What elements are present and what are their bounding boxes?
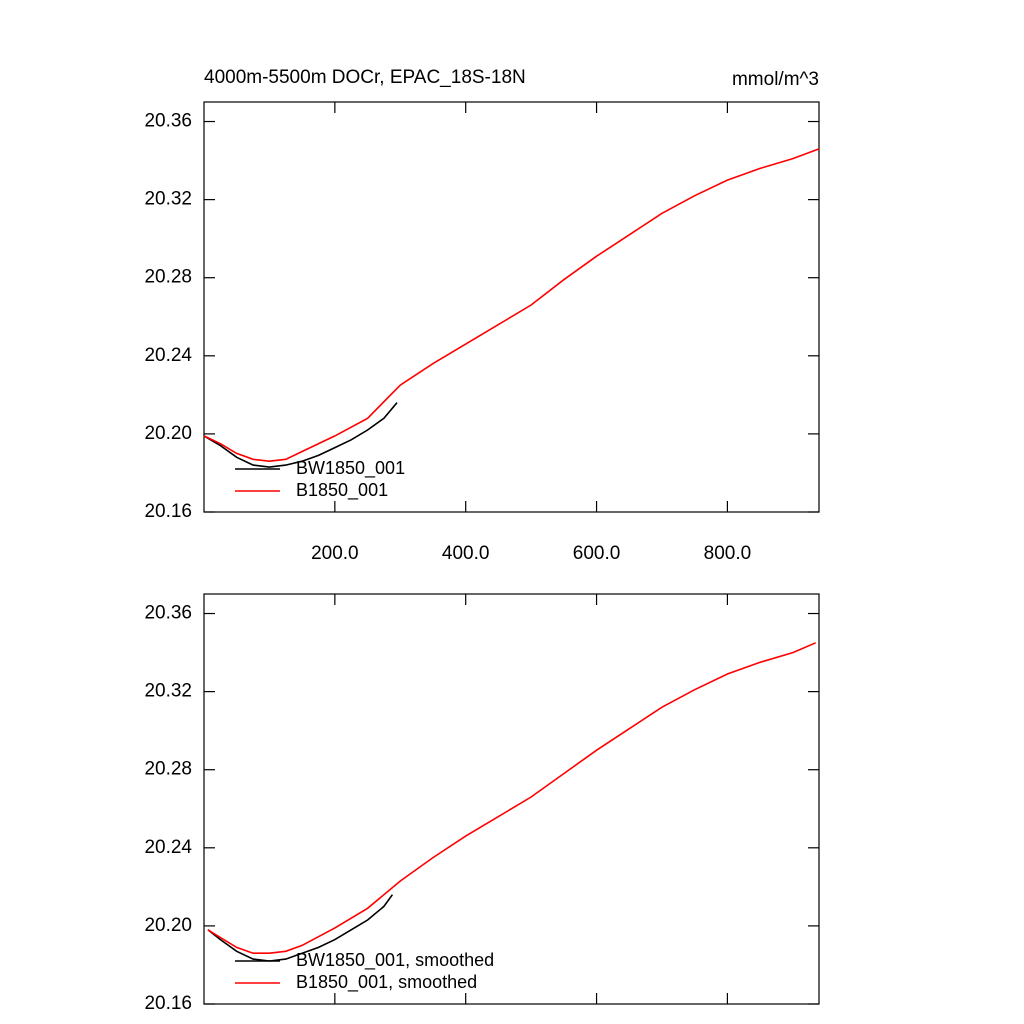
plot-frame (203, 593, 820, 1005)
y-tick-label: 20.28 (144, 267, 192, 288)
chart-title: 4000m-5500m DOCr, EPAC_18S-18N (204, 67, 526, 88)
y-tick-label: 20.24 (144, 837, 192, 858)
y-tick-label: 20.32 (144, 681, 192, 702)
y-tick-label: 20.36 (144, 111, 192, 132)
y-tick-label: 20.28 (144, 759, 192, 780)
legend-label: BW1850_001, smoothed (296, 950, 494, 971)
series-line (207, 642, 817, 954)
series-line (203, 148, 820, 463)
plot-frame (203, 101, 820, 513)
y-tick-label: 20.36 (144, 603, 192, 624)
legend-label: B1850_001, smoothed (296, 972, 477, 993)
y-tick-label: 20.32 (144, 189, 192, 210)
x-tick-label: 800.0 (704, 543, 752, 564)
series-line (207, 894, 394, 962)
x-tick-label: 200.0 (311, 543, 359, 564)
units-label: mmol/m^3 (732, 69, 819, 90)
legend-label: BW1850_001 (296, 458, 405, 479)
y-tick-label: 20.20 (144, 915, 192, 936)
x-tick-label: 400.0 (442, 543, 490, 564)
x-tick-label: 600.0 (573, 543, 621, 564)
y-tick-label: 20.24 (144, 345, 192, 366)
y-tick-label: 20.16 (144, 501, 192, 522)
y-tick-label: 20.20 (144, 423, 192, 444)
series-line (203, 402, 398, 468)
legend-label: B1850_001 (296, 480, 388, 501)
y-tick-label: 20.16 (144, 993, 192, 1014)
